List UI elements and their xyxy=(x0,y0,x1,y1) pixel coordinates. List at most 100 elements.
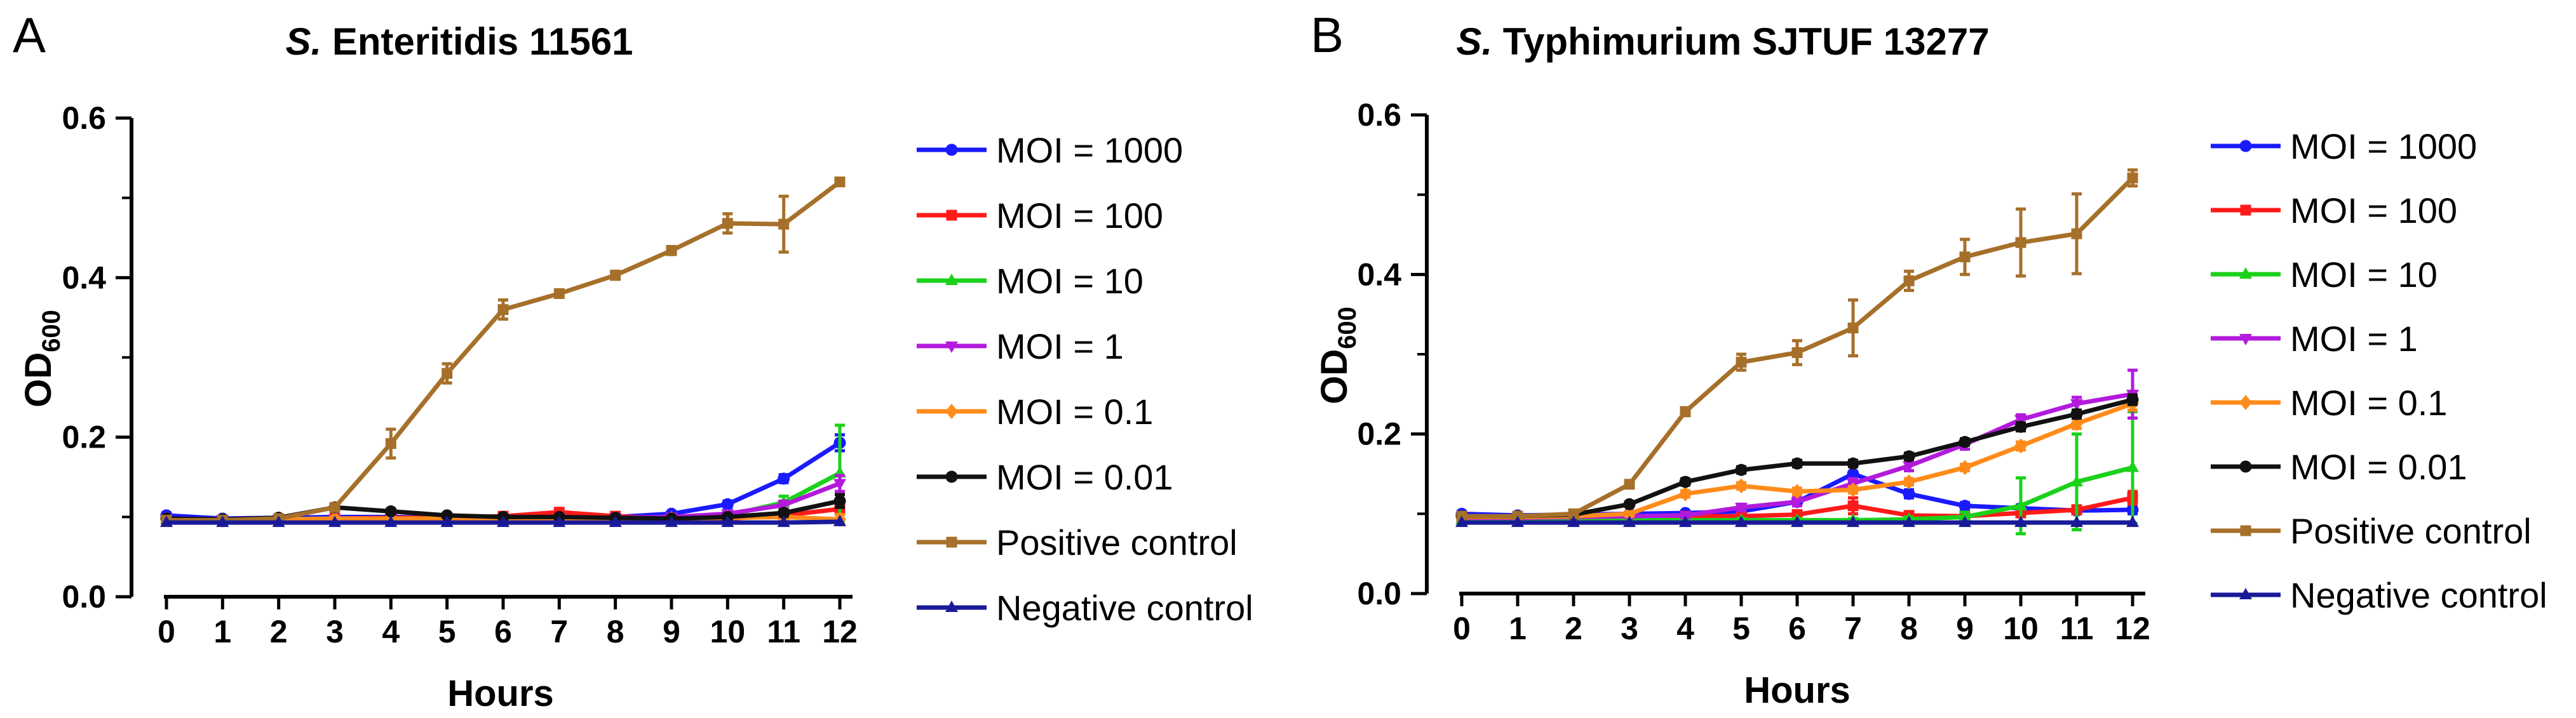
data-point xyxy=(216,515,229,528)
data-point xyxy=(1623,506,1636,522)
series xyxy=(160,514,846,528)
data-point xyxy=(778,472,790,485)
legend-marker xyxy=(2239,460,2252,473)
chart-title: S. Typhimurium SJTUF 13277 xyxy=(1456,20,1989,63)
data-point xyxy=(1959,251,1971,263)
legend-marker xyxy=(2239,334,2252,345)
panel-a: A S. Enteritidis 11561 0 1 2 3 4 5 6 7 8 9 10 11 120… xyxy=(13,7,1253,714)
chart-title-text: Enteritidis 11561 xyxy=(321,20,633,63)
data-point xyxy=(1959,515,1971,528)
data-point xyxy=(1735,478,1748,494)
legend-item: MOI = 10 xyxy=(2211,255,2438,295)
y-axis-label: OD600 xyxy=(18,310,65,408)
data-point xyxy=(2127,172,2138,183)
legend-item: MOI = 0.1 xyxy=(917,392,1153,432)
data-point xyxy=(1847,482,1859,498)
y-axis-label-sub: 600 xyxy=(1333,307,1361,349)
legend-item: Positive control xyxy=(917,522,1237,562)
data-point xyxy=(833,479,846,491)
legend-item: Negative control xyxy=(917,588,1253,628)
legend-label: MOI = 1000 xyxy=(996,130,1183,170)
data-point xyxy=(440,515,454,528)
data-point xyxy=(1903,461,1915,473)
x-tick-label: 10 xyxy=(2003,611,2039,646)
legend-marker xyxy=(945,470,958,483)
data-point xyxy=(2071,228,2082,239)
data-point xyxy=(1455,515,1468,528)
data-point xyxy=(1679,486,1692,502)
x-tick-label: 8 xyxy=(1900,611,1918,646)
data-point xyxy=(441,509,454,522)
x-tick-label: 1 xyxy=(1509,611,1527,646)
legend-item: MOI = 0.01 xyxy=(2211,447,2467,487)
data-point xyxy=(1903,474,1915,490)
data-point xyxy=(1736,357,1747,368)
y-axis-label-main: OD xyxy=(18,352,59,408)
legend-label: MOI = 1 xyxy=(996,326,1124,366)
legend-label: MOI = 100 xyxy=(2290,190,2457,230)
legend-label: MOI = 1000 xyxy=(2290,126,2477,166)
data-point xyxy=(553,288,565,299)
data-point xyxy=(610,270,621,281)
legend-marker xyxy=(946,209,957,221)
data-point xyxy=(2070,399,2083,411)
series xyxy=(1455,515,2139,528)
data-point xyxy=(777,515,790,528)
data-point xyxy=(1624,479,1635,490)
legend-marker xyxy=(2239,267,2252,279)
legend-marker xyxy=(945,143,958,156)
x-tick-label: 5 xyxy=(438,614,456,649)
y-axis-label-main: OD xyxy=(1314,349,1355,404)
data-point xyxy=(1847,457,1859,470)
panel-letter: A xyxy=(13,7,46,63)
legend-label: MOI = 0.01 xyxy=(2290,447,2467,487)
data-point xyxy=(2014,438,2027,454)
data-point xyxy=(1903,275,1915,286)
x-tick-label: 4 xyxy=(1676,611,1694,646)
data-point xyxy=(1791,515,1804,528)
data-point xyxy=(1959,460,1971,475)
legend-label: Positive control xyxy=(2290,511,2532,551)
legend-item: MOI = 0.1 xyxy=(2211,383,2447,423)
x-tick-label: 3 xyxy=(1621,611,1638,646)
data-point xyxy=(1567,515,1580,528)
data-point xyxy=(1903,488,1915,500)
legend-item: MOI = 0.01 xyxy=(917,457,1173,497)
data-point xyxy=(1903,515,1915,528)
legend-item: Negative control xyxy=(2211,575,2547,615)
legend-label: MOI = 0.1 xyxy=(996,392,1153,432)
data-point xyxy=(2014,420,2027,433)
data-point xyxy=(778,507,790,519)
x-tick-label: 6 xyxy=(1788,611,1806,646)
series xyxy=(161,176,846,526)
data-point xyxy=(2126,460,2139,472)
x-axis-label: Hours xyxy=(447,673,554,714)
y-tick-label: 0.6 xyxy=(62,100,106,136)
x-tick-label: 8 xyxy=(607,614,624,649)
legend-marker xyxy=(2240,525,2251,536)
legend: MOI = 1000 MOI = 100 MOI = 10 MOI = 1 MOI = … xyxy=(2211,126,2547,615)
data-point xyxy=(2126,515,2139,528)
chart-title: S. Enteritidis 11561 xyxy=(286,20,633,63)
data-point xyxy=(1959,435,1971,448)
data-point xyxy=(553,515,566,528)
data-point xyxy=(328,515,341,528)
legend-marker xyxy=(945,601,958,612)
y-axis-label: OD600 xyxy=(1314,307,1361,404)
data-point xyxy=(722,218,733,229)
x-tick-label: 11 xyxy=(2060,611,2094,646)
data-point xyxy=(384,505,397,518)
legend: MOI = 1000 MOI = 100 MOI = 10 MOI = 1 MOI = … xyxy=(917,130,1253,628)
data-point xyxy=(1511,515,1524,528)
data-point xyxy=(2014,515,2027,528)
data-point xyxy=(272,515,285,528)
data-point xyxy=(497,304,509,316)
legend-label: Positive control xyxy=(996,522,1237,562)
data-point xyxy=(1735,515,1748,528)
x-tick-label: 3 xyxy=(326,614,344,649)
legend-label: MOI = 10 xyxy=(996,261,1143,301)
y-tick-label: 0.4 xyxy=(62,260,106,295)
x-tick-label: 11 xyxy=(767,614,800,649)
legend-label: MOI = 0.1 xyxy=(2290,383,2447,423)
legend-label: Negative control xyxy=(2290,575,2547,615)
